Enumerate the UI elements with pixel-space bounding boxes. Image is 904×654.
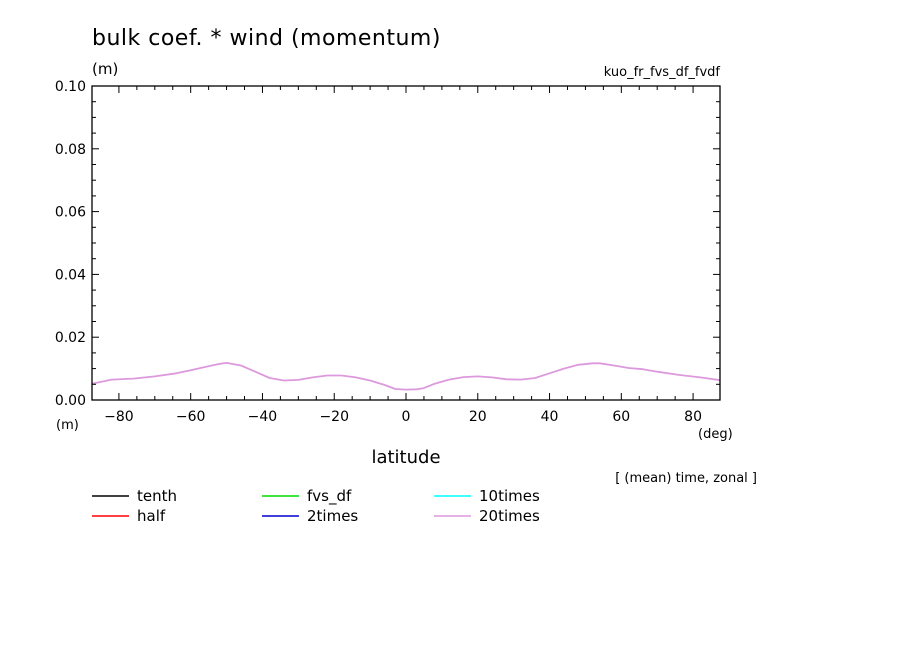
legend-label-10times: 10times [479,487,540,505]
x-tick-label: −80 [104,409,134,425]
x-tick-label: −20 [319,409,349,425]
legend-label-tenth: tenth [137,487,177,505]
y-axis: 0.00 0.02 0.04 0.06 0.08 0.10 [55,79,720,409]
y-tick-label: 0.00 [55,393,86,409]
plot-frame [91,85,721,401]
x-tick-label: 0 [402,409,411,425]
x-axis-label: latitude [371,447,440,468]
x-tick-label: 60 [612,409,630,425]
x-tick-label: 80 [684,409,702,425]
y-tick-label: 0.08 [55,142,86,158]
y-tick-label: 0.02 [55,330,86,346]
x-unit: (deg) [698,427,733,442]
legend-label-20times: 20times [479,507,540,525]
x-tick-label: 20 [469,409,487,425]
series-layer [91,361,721,391]
chart-title: bulk coef. * wind (momentum) [92,26,441,51]
y-unit-top: (m) [92,60,118,78]
series-line-20times [91,361,721,391]
y-unit-bottom: (m) [56,418,79,433]
legend-label-2times: 2times [307,507,358,525]
run-label: kuo_fr_fvs_df_fvdf [604,65,721,80]
x-axis: −80 −60 −40 −20 0 20 40 60 80 [104,86,702,425]
averaging-note: [ (mean) time, zonal ] [615,471,757,486]
x-tick-label: −60 [176,409,206,425]
plot-area: −80 −60 −40 −20 0 20 40 60 80 0.000.020.040.060.… [55,79,721,425]
x-tick-label: −40 [248,409,278,425]
y-tick-label: 0.10 [55,79,86,95]
legend-label-half: half [137,507,166,525]
legend-label-fvs_df: fvs_df [307,487,352,506]
y-tick-label: 0.04 [55,267,86,283]
x-tick-label: 40 [541,409,559,425]
y-tick-label: 0.06 [55,205,86,221]
